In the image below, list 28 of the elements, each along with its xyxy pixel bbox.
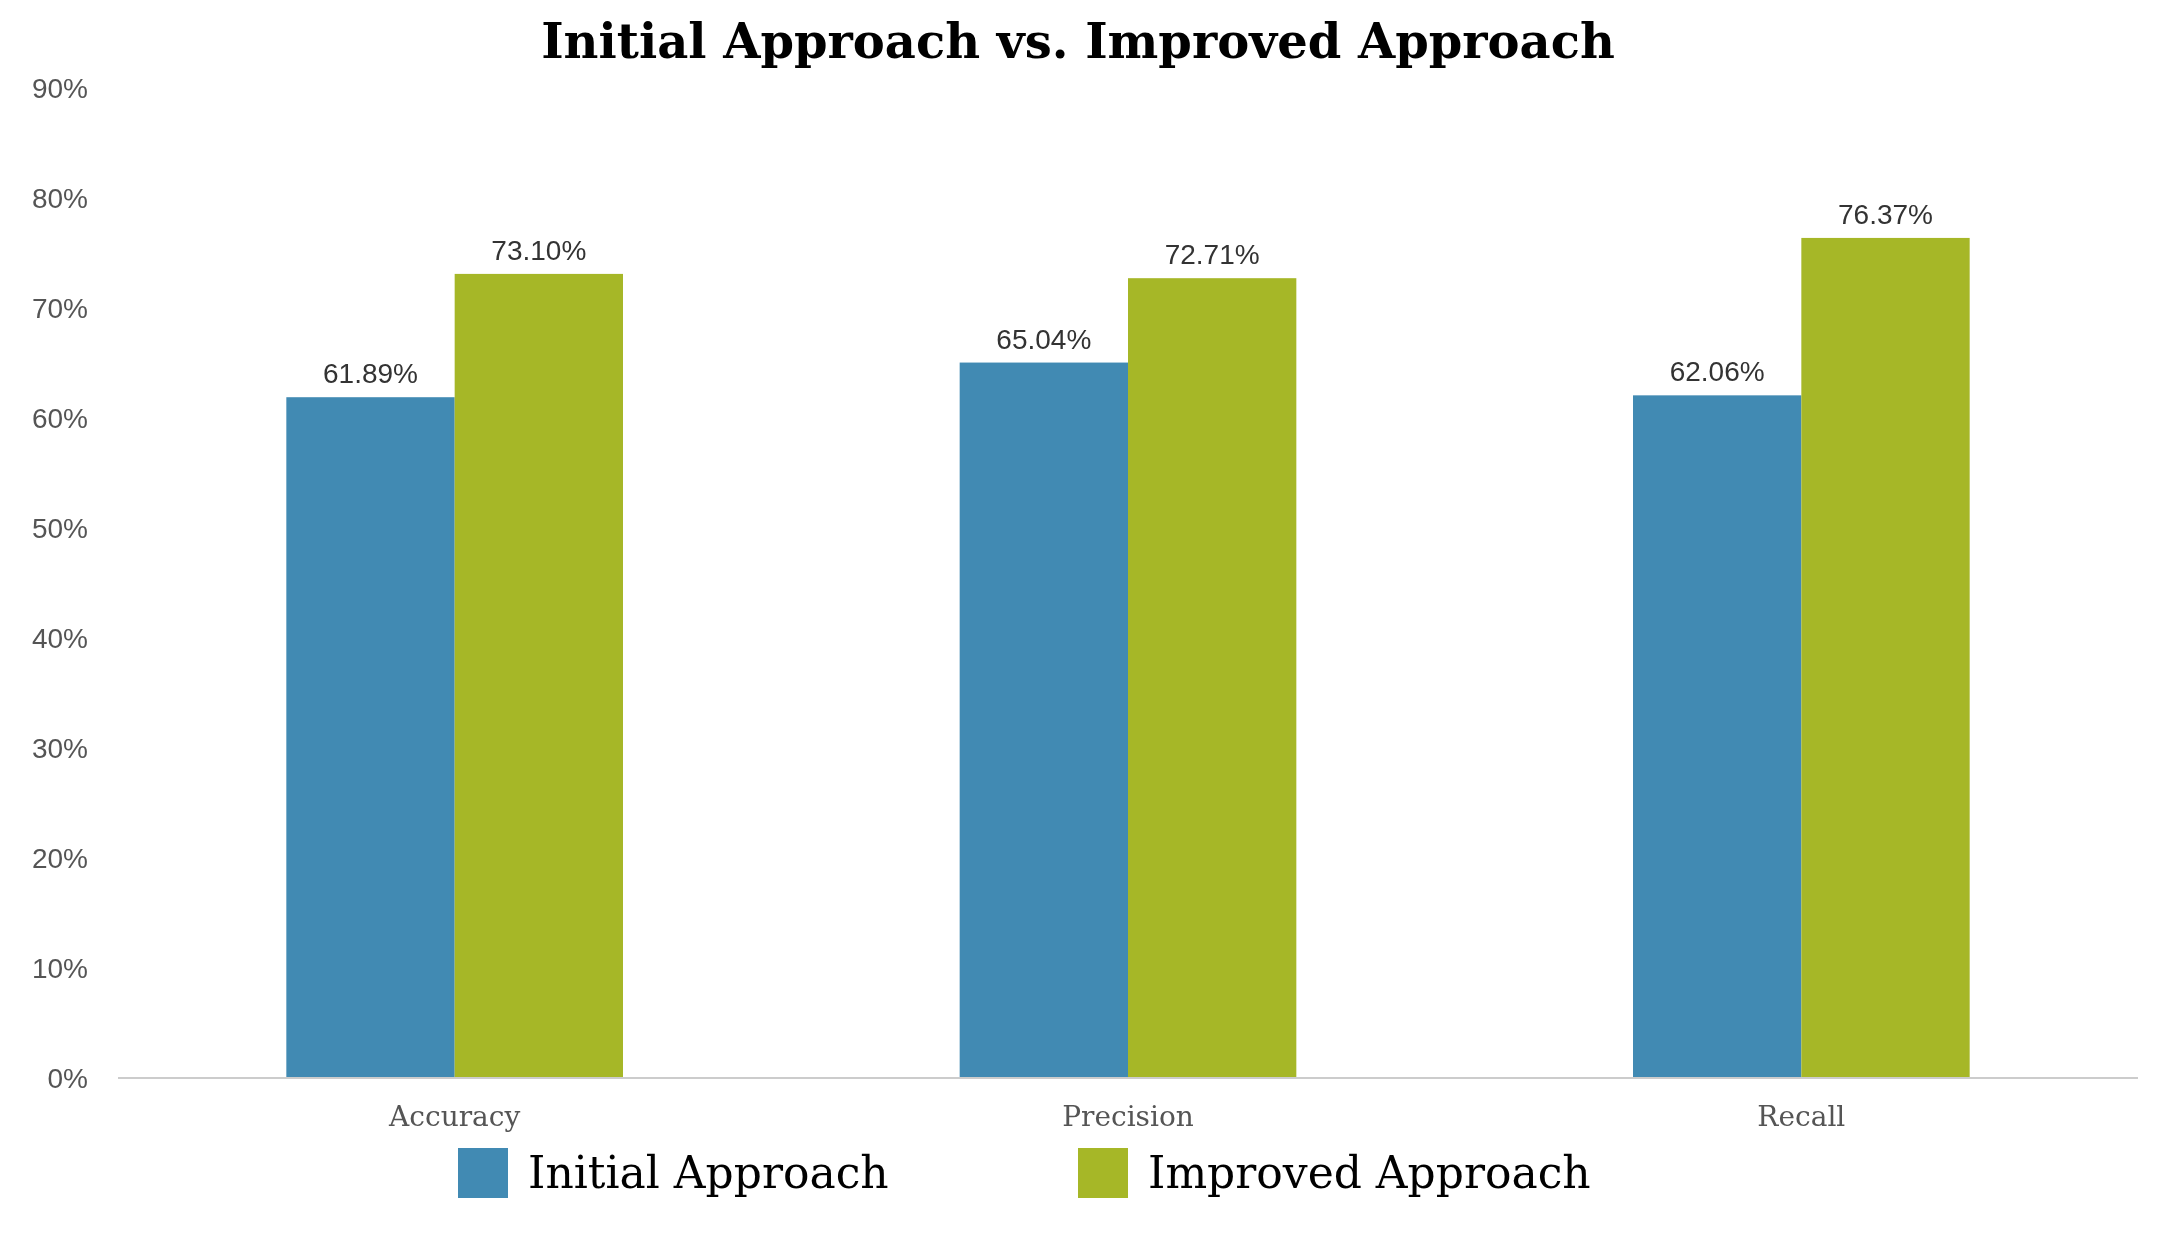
x-tick-label: Recall — [1757, 1100, 1846, 1133]
legend-label: Improved Approach — [1148, 1147, 1591, 1198]
x-tick-label: Precision — [1062, 1100, 1194, 1133]
y-tick-label: 50% — [31, 512, 88, 544]
y-tick-label: 70% — [31, 292, 88, 324]
data-label: 76.37% — [1838, 198, 1933, 230]
data-label: 65.04% — [996, 323, 1092, 355]
data-label: 73.10% — [491, 234, 587, 266]
bar — [454, 273, 623, 1078]
bar — [1801, 237, 1970, 1078]
y-tick-label: 80% — [31, 182, 88, 214]
bar — [959, 362, 1128, 1078]
data-label: 62.06% — [1669, 356, 1765, 388]
legend-label: Initial Approach — [528, 1147, 889, 1198]
y-tick-label: 10% — [31, 952, 88, 984]
y-tick-label: 20% — [31, 842, 88, 874]
bar — [286, 397, 455, 1078]
y-tick-label: 90% — [31, 72, 88, 104]
chart-title: Initial Approach vs. Improved Approach — [541, 13, 1615, 69]
y-tick-label: 40% — [31, 622, 88, 654]
bar — [1633, 395, 1802, 1078]
y-tick-label: 0% — [47, 1062, 88, 1094]
y-tick-label: 60% — [31, 402, 88, 434]
y-tick-label: 30% — [31, 732, 88, 764]
x-tick-label: Accuracy — [388, 1100, 521, 1133]
data-label: 61.89% — [323, 358, 418, 390]
data-label: 72.71% — [1164, 239, 1260, 271]
bar — [1128, 278, 1297, 1078]
